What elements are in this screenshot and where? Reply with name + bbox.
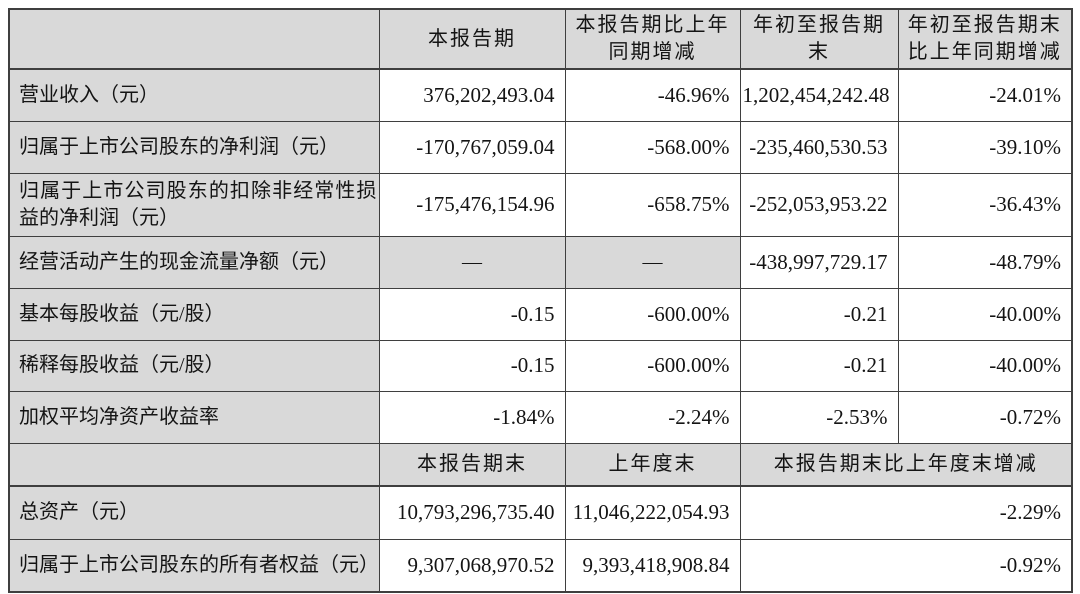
corner-cell — [8, 8, 380, 70]
cell-value: -170,767,059.04 — [378, 120, 566, 174]
table-row: 归属于上市公司股东的所有者权益（元） 9,307,068,970.52 9,39… — [8, 538, 1073, 593]
cell-value: -24.01% — [897, 68, 1073, 122]
cell-value: -0.15 — [378, 287, 566, 341]
cell-value: 10,793,296,735.40 — [378, 485, 566, 540]
table-row: 归属于上市公司股东的扣除非经常性损益的净利润（元） -175,476,154.9… — [8, 172, 1073, 237]
row-label-total-assets: 总资产（元） — [8, 485, 380, 540]
cell-value: -600.00% — [564, 287, 741, 341]
col-header-yoy-change: 本报告期比上年同期增减 — [564, 8, 741, 70]
cell-value: -235,460,530.53 — [739, 120, 899, 174]
cell-value-dash: — — [378, 235, 566, 289]
cell-value: 1,202,454,242.48 — [739, 68, 899, 122]
cell-value: -0.92% — [739, 538, 1073, 593]
cell-value: -0.15 — [378, 339, 566, 392]
cell-value: -0.21 — [739, 287, 899, 341]
cell-value: -600.00% — [564, 339, 741, 392]
row-label-operating-revenue: 营业收入（元） — [8, 68, 380, 122]
row-label-operating-cash-flow: 经营活动产生的现金流量净额（元） — [8, 235, 380, 289]
table-row: 归属于上市公司股东的净利润（元） -170,767,059.04 -568.00… — [8, 120, 1073, 174]
financial-summary: 本报告期 本报告期比上年同期增减 年初至报告期末 年初至报告期末比上年同期增减 … — [8, 8, 1073, 593]
cell-value-dash: — — [564, 235, 741, 289]
cell-value: -40.00% — [897, 339, 1073, 392]
table-row: 稀释每股收益（元/股） -0.15 -600.00% -0.21 -40.00% — [8, 339, 1073, 392]
table-row: 经营活动产生的现金流量净额（元） — — -438,997,729.17 -48… — [8, 235, 1073, 289]
table-row: 总资产（元） 10,793,296,735.40 11,046,222,054.… — [8, 485, 1073, 540]
cell-value: -40.00% — [897, 287, 1073, 341]
cell-value: -175,476,154.96 — [378, 172, 566, 237]
cell-value: -0.72% — [897, 390, 1073, 444]
cell-value: -36.43% — [897, 172, 1073, 237]
col-header-current-period: 本报告期 — [378, 8, 566, 70]
table-row: 营业收入（元） 376,202,493.04 -46.96% 1,202,454… — [8, 68, 1073, 122]
cell-value: 9,393,418,908.84 — [564, 538, 741, 593]
header-row-1: 本报告期 本报告期比上年同期增减 年初至报告期末 年初至报告期末比上年同期增减 — [8, 8, 1073, 70]
cell-value: 9,307,068,970.52 — [378, 538, 566, 593]
corner-cell — [8, 442, 380, 487]
col-header-ytd-yoy-change: 年初至报告期末比上年同期增减 — [897, 8, 1073, 70]
header-row-2: 本报告期末 上年度末 本报告期末比上年度末增减 — [8, 442, 1073, 487]
cell-value: -658.75% — [564, 172, 741, 237]
col-header-ytd: 年初至报告期末 — [739, 8, 899, 70]
cell-value: -568.00% — [564, 120, 741, 174]
row-label-weighted-avg-roe: 加权平均净资产收益率 — [8, 390, 380, 444]
row-label-net-profit-excl-nonrecurring: 归属于上市公司股东的扣除非经常性损益的净利润（元） — [8, 172, 380, 237]
cell-value: -2.53% — [739, 390, 899, 444]
col-header-change-vs-prior-year-end: 本报告期末比上年度末增减 — [739, 442, 1073, 487]
cell-value: -46.96% — [564, 68, 741, 122]
cell-value: -0.21 — [739, 339, 899, 392]
table-row: 加权平均净资产收益率 -1.84% -2.24% -2.53% -0.72% — [8, 390, 1073, 444]
cell-value: -438,997,729.17 — [739, 235, 899, 289]
cell-value: -39.10% — [897, 120, 1073, 174]
row-label-net-profit: 归属于上市公司股东的净利润（元） — [8, 120, 380, 174]
cell-value: -252,053,953.22 — [739, 172, 899, 237]
row-label-diluted-eps: 稀释每股收益（元/股） — [8, 339, 380, 392]
col-header-end-of-period: 本报告期末 — [378, 442, 566, 487]
col-header-end-of-prior-year: 上年度末 — [564, 442, 741, 487]
row-label-basic-eps: 基本每股收益（元/股） — [8, 287, 380, 341]
cell-value: 11,046,222,054.93 — [564, 485, 741, 540]
cell-value: 376,202,493.04 — [378, 68, 566, 122]
cell-value: -2.24% — [564, 390, 741, 444]
cell-value: -2.29% — [739, 485, 1073, 540]
financial-summary-table: 本报告期 本报告期比上年同期增减 年初至报告期末 年初至报告期末比上年同期增减 … — [8, 8, 1073, 593]
cell-value: -1.84% — [378, 390, 566, 444]
row-label-equity-attributable: 归属于上市公司股东的所有者权益（元） — [8, 538, 380, 593]
table-row: 基本每股收益（元/股） -0.15 -600.00% -0.21 -40.00% — [8, 287, 1073, 341]
cell-value: -48.79% — [897, 235, 1073, 289]
